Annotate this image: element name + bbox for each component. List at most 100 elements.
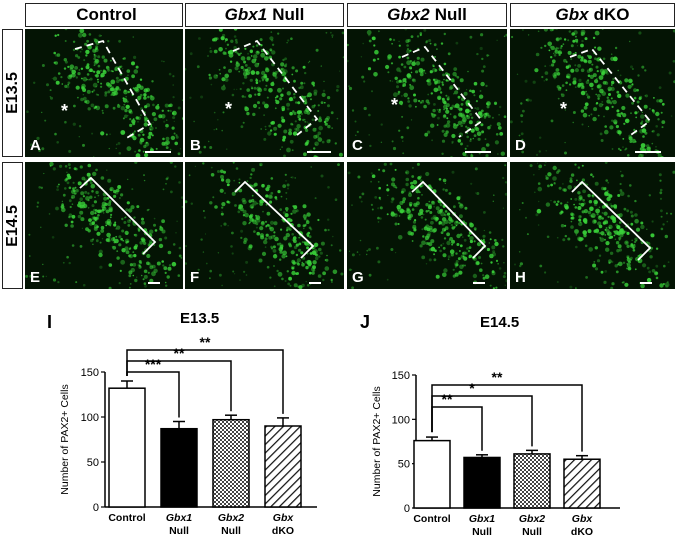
- cell-spot: [520, 102, 523, 105]
- cell-spot: [386, 188, 390, 192]
- x-category-label-line2: Null: [221, 525, 241, 537]
- cell-spot: [100, 35, 102, 37]
- cell-spot: [97, 194, 100, 197]
- cell-spot: [311, 118, 315, 122]
- cell-spot: [568, 30, 571, 33]
- cell-spot: [467, 70, 469, 73]
- cell-spot: [493, 101, 498, 105]
- cell-spot: [628, 78, 633, 84]
- cell-spot: [612, 99, 617, 105]
- cell-spot: [545, 176, 549, 180]
- cell-spot: [179, 148, 182, 150]
- cell-spot: [553, 77, 556, 80]
- cell-spot: [377, 57, 380, 61]
- cell-spot: [226, 43, 230, 46]
- cell-spot: [229, 60, 233, 63]
- cell-spot: [106, 169, 108, 171]
- cell-spot: [547, 172, 552, 177]
- cell-spot: [82, 94, 84, 96]
- cell-spot: [490, 261, 493, 264]
- cell-spot: [177, 106, 181, 110]
- cell-spot: [378, 30, 380, 33]
- cell-spot: [454, 262, 459, 267]
- cell-spot: [438, 246, 440, 249]
- cell-spot: [280, 62, 285, 67]
- cell-spot: [242, 82, 245, 85]
- cell-spot: [627, 154, 630, 157]
- cell-spot: [612, 56, 618, 62]
- cell-spot: [98, 34, 102, 37]
- cell-spot: [604, 270, 608, 273]
- cell-spot: [550, 119, 554, 123]
- cell-spot: [374, 196, 378, 199]
- cell-spot: [651, 220, 654, 223]
- cell-spot: [93, 64, 96, 67]
- cell-spot: [82, 76, 88, 82]
- cell-spot: [494, 140, 499, 145]
- cell-spot: [307, 261, 312, 266]
- cell-spot: [413, 93, 416, 97]
- cell-spot: [423, 104, 427, 109]
- significance-bracket: [126, 349, 284, 414]
- cell-spot: [639, 153, 642, 156]
- cell-spot: [172, 84, 174, 86]
- cell-spot: [529, 164, 533, 168]
- column-header-label: Null: [272, 5, 305, 24]
- cell-spot: [571, 32, 575, 36]
- cell-spot: [305, 128, 309, 132]
- cell-spot: [644, 131, 648, 135]
- cell-spot: [608, 261, 611, 264]
- cell-spot: [115, 86, 120, 91]
- cell-spot: [209, 47, 212, 50]
- cell-spot: [453, 115, 457, 119]
- cell-spot: [109, 87, 114, 92]
- cell-spot: [194, 165, 196, 167]
- cell-spot: [445, 123, 451, 128]
- cell-spot: [178, 254, 182, 258]
- cell-spot: [610, 204, 614, 208]
- cell-spot: [149, 229, 154, 234]
- cell-spot: [379, 198, 382, 201]
- cell-spot: [441, 152, 444, 155]
- cell-spot: [621, 105, 626, 111]
- cell-spot: [71, 72, 76, 78]
- panel-letter-f: F: [190, 269, 200, 286]
- cell-spot: [672, 29, 675, 33]
- cell-spot: [559, 211, 563, 215]
- cell-spot: [423, 69, 426, 72]
- cell-spot: [378, 168, 381, 171]
- cell-spot: [152, 103, 155, 107]
- cell-spot: [310, 267, 315, 272]
- cell-spot: [219, 273, 222, 277]
- cell-spot: [302, 118, 305, 122]
- cell-spot: [477, 137, 481, 141]
- cell-spot: [100, 211, 103, 214]
- cell-spot: [565, 89, 568, 92]
- cell-spot: [60, 76, 63, 79]
- cell-spot: [496, 122, 501, 127]
- cell-spot: [622, 146, 624, 149]
- cell-spot: [295, 101, 298, 104]
- cell-spot: [453, 105, 457, 108]
- cell-spot: [285, 180, 287, 182]
- cell-spot: [465, 154, 469, 157]
- cell-spot: [275, 100, 277, 103]
- cell-spot: [466, 144, 469, 148]
- cell-spot: [137, 227, 141, 231]
- cell-spot: [402, 152, 405, 155]
- cell-spot: [356, 130, 359, 133]
- cell-spot: [274, 76, 278, 79]
- cell-spot: [85, 99, 90, 105]
- cell-spot: [124, 216, 127, 219]
- cell-spot: [310, 98, 312, 101]
- cell-spot: [558, 53, 561, 57]
- cell-spot: [171, 261, 177, 267]
- cell-spot: [102, 70, 107, 75]
- cell-spot: [608, 88, 611, 92]
- cell-spot: [614, 46, 618, 50]
- cell-spot: [587, 95, 591, 99]
- cell-spot: [162, 137, 165, 141]
- cell-spot: [616, 249, 620, 253]
- cell-spot: [587, 59, 592, 64]
- cell-spot: [392, 146, 397, 151]
